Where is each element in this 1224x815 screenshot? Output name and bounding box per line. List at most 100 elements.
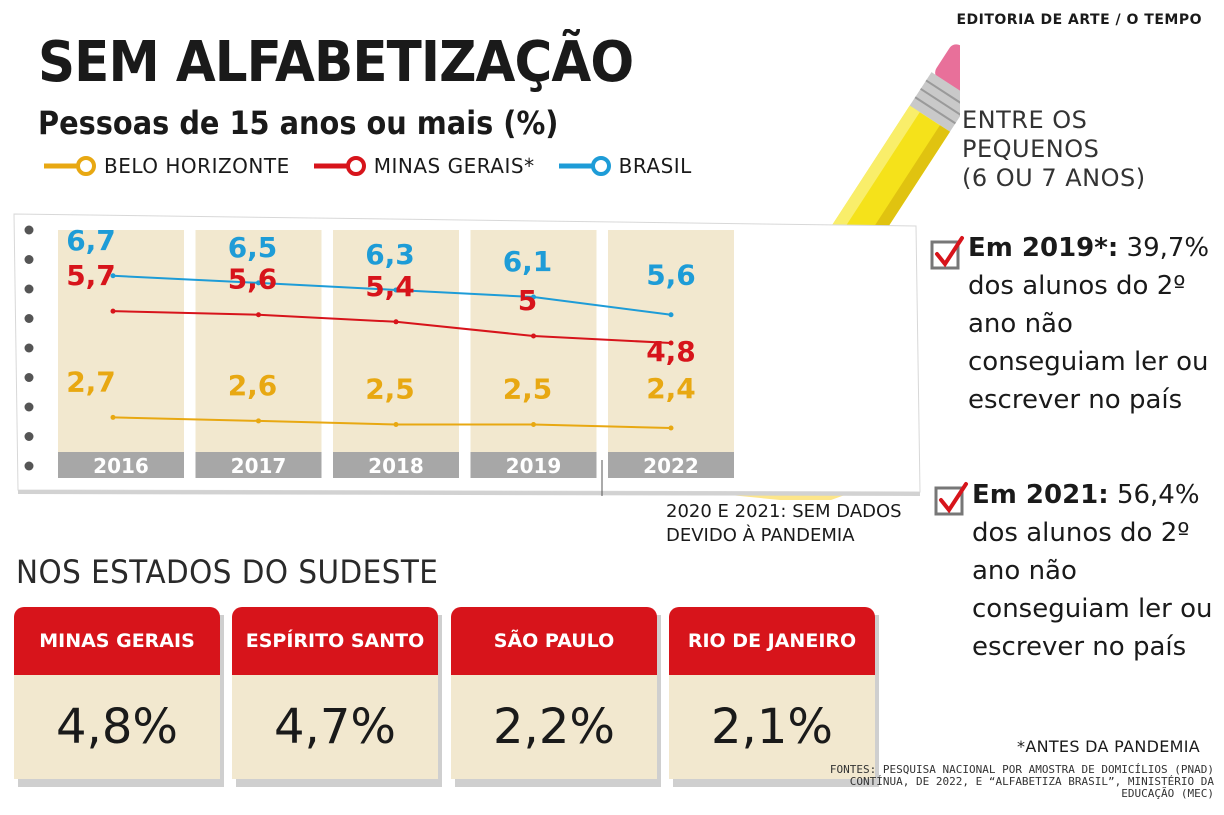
binding-hole <box>24 402 34 412</box>
state-card-sao-paulo: SÃO PAULO 2,2% <box>451 607 661 787</box>
data-point <box>668 340 674 346</box>
data-label: 5,7 <box>66 259 116 292</box>
binding-hole <box>24 373 34 382</box>
year-column <box>470 230 597 452</box>
fact-2019-lead: Em 2019*: <box>968 233 1119 263</box>
binding-hole <box>24 432 34 441</box>
data-point <box>668 425 674 431</box>
southeast-title: NOS ESTADOS DO SUDESTE <box>16 553 439 591</box>
page-subtitle: Pessoas de 15 anos ou mais (%) <box>38 104 559 142</box>
state-card-rio-de-janeiro: RIO DE JANEIRO 2,1% <box>669 607 879 787</box>
binding-hole <box>24 225 34 235</box>
year-column <box>58 230 184 452</box>
x-tick-label: 2017 <box>231 454 287 478</box>
pandemic-note-line1: 2020 E 2021: SEM DADOS <box>666 501 902 522</box>
fact-2019: Em 2019*: 39,7% dos alunos do 2º ano não… <box>968 229 1218 419</box>
kids-heading-line2: (6 OU 7 ANOS) <box>962 164 1146 192</box>
checkbox-check-icon <box>934 482 968 516</box>
data-label: 6,5 <box>228 231 278 264</box>
binding-hole <box>24 343 34 353</box>
footnote: *ANTES DA PANDEMIA <box>1017 737 1200 756</box>
x-tick-label: 2016 <box>93 454 149 478</box>
data-point <box>393 287 399 293</box>
state-value: 2,2% <box>451 675 657 779</box>
checkbox-check-icon <box>930 236 964 270</box>
data-point <box>110 273 116 279</box>
fact-2021: Em 2021: 56,4% dos alunos do 2º ano não … <box>972 476 1222 666</box>
x-tick-label: 2019 <box>506 454 562 478</box>
state-value: 4,7% <box>232 675 438 779</box>
state-name: MINAS GERAIS <box>14 607 220 675</box>
data-point <box>256 312 261 318</box>
chart-legend: BELO HORIZONTE MINAS GERAIS* BRASIL <box>42 154 692 178</box>
credit-line: EDITORIA DE ARTE / O TEMPO <box>956 12 1202 28</box>
data-label: 4,8 <box>646 335 696 368</box>
notebook-shadow <box>18 490 920 496</box>
state-value: 4,8% <box>14 675 220 779</box>
year-bar <box>608 452 734 478</box>
page-title: SEM ALFABETIZAÇÃO <box>38 30 634 95</box>
data-label: 2,5 <box>365 372 415 405</box>
legend-item-bh: BELO HORIZONTE <box>42 154 290 178</box>
data-label: 6,7 <box>66 224 116 257</box>
binding-hole <box>24 461 34 471</box>
year-bar <box>195 452 322 478</box>
kids-heading-line1: ENTRE OS PEQUENOS <box>962 106 1100 163</box>
year-bar <box>58 452 184 478</box>
data-point <box>256 418 261 424</box>
data-label: 6,1 <box>503 245 553 278</box>
fact-2021-text: dos alunos do 2º ano não conseguiam ler … <box>972 518 1213 662</box>
binding-hole <box>24 284 34 294</box>
legend-item-mg: MINAS GERAIS* <box>312 154 535 178</box>
data-label: 6,3 <box>365 238 415 271</box>
notebook-binding <box>24 225 34 471</box>
x-tick-label: 2022 <box>643 454 699 478</box>
state-card-espirito-santo: ESPÍRITO SANTO 4,7% <box>232 607 442 787</box>
legend-marker-mg-icon <box>313 156 366 176</box>
data-point <box>668 312 674 318</box>
data-point <box>531 294 536 300</box>
year-bar <box>333 452 459 478</box>
state-card-minas-gerais: MINAS GERAIS 4,8% <box>14 607 224 787</box>
data-point <box>393 319 399 325</box>
data-label: 5,4 <box>365 270 415 303</box>
data-point <box>531 333 536 339</box>
data-point <box>110 414 116 420</box>
state-name: ESPÍRITO SANTO <box>232 607 438 675</box>
line-chart: 2016 2017 2018 2019 2022 2,7 2,6 2,5 2,5 2,4 5,7 5,… <box>13 213 921 496</box>
x-tick-label: 2018 <box>368 454 424 478</box>
data-label: 2,4 <box>646 372 696 405</box>
pandemic-note-line2: DEVIDO À PANDEMIA <box>666 525 855 546</box>
legend-marker-br-icon <box>558 156 611 176</box>
binding-hole <box>24 314 34 323</box>
year-column <box>195 230 322 452</box>
fact-2019-value: 39,7% <box>1126 233 1210 263</box>
data-label: 5 <box>518 284 537 317</box>
data-label: 2,7 <box>66 365 116 398</box>
data-label: 5,6 <box>228 263 278 296</box>
fact-2021-lead: Em 2021: <box>972 480 1109 510</box>
state-name: SÃO PAULO <box>451 607 657 675</box>
data-point <box>531 421 536 427</box>
binding-hole <box>24 255 34 264</box>
data-label: 2,5 <box>503 372 553 405</box>
year-column <box>333 230 459 452</box>
fact-2021-value: 56,4% <box>1116 480 1200 510</box>
state-name: RIO DE JANEIRO <box>669 607 875 675</box>
legend-label-mg: MINAS GERAIS* <box>373 154 535 178</box>
state-value: 2,1% <box>669 675 875 779</box>
legend-label-br: BRASIL <box>618 154 692 178</box>
legend-label-bh: BELO HORIZONTE <box>104 154 290 178</box>
data-label: 2,6 <box>228 369 278 402</box>
pandemic-note: 2020 E 2021: SEM DADOS DEVIDO À PANDEMIA <box>666 500 902 548</box>
data-point <box>110 308 116 314</box>
legend-item-br: BRASIL <box>557 154 692 178</box>
sources-note: FONTES: PESQUISA NACIONAL POR AMOSTRA DE… <box>829 763 1214 800</box>
fact-2019-text: dos alunos do 2º ano não conseguiam ler … <box>968 271 1209 415</box>
legend-marker-bh-icon <box>44 156 96 176</box>
year-bar <box>470 452 597 478</box>
data-label: 5,6 <box>646 259 696 292</box>
data-point <box>256 280 261 286</box>
pandemic-note-leader <box>601 460 603 496</box>
kids-heading: ENTRE OS PEQUENOS (6 OU 7 ANOS) <box>962 106 1224 193</box>
